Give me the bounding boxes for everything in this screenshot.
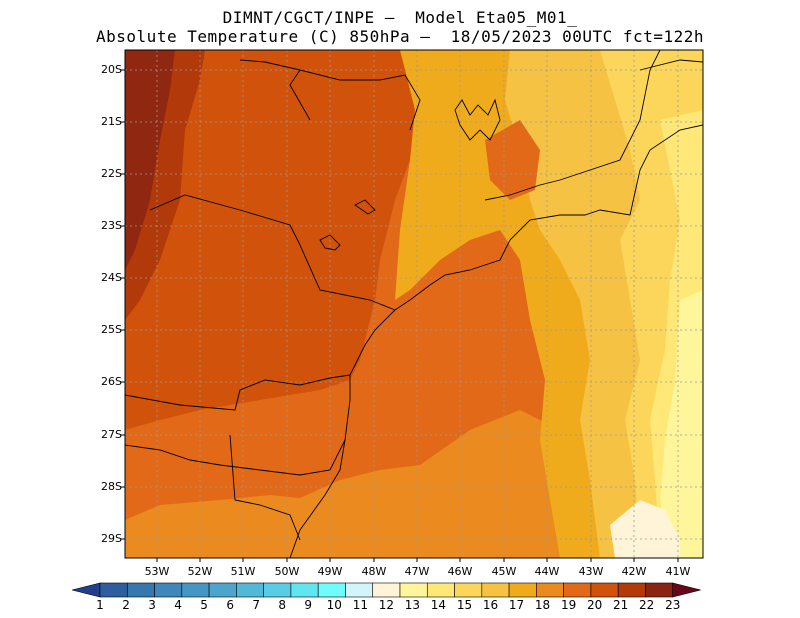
temp-pocket-18 [485, 120, 540, 200]
colorbar-swatch [645, 582, 674, 598]
lon-label: 45W [491, 565, 517, 578]
country-border-south [229, 434, 301, 541]
temp-band-21 [125, 50, 175, 270]
colorbar-swatch [236, 582, 264, 598]
colorbar-swatch [372, 582, 401, 598]
colorbar-swatch [508, 582, 537, 598]
temp-pocket-16 [430, 150, 470, 195]
state-border-inner [289, 69, 311, 121]
colorbar-label: 5 [200, 598, 208, 612]
colorbar-label: 3 [148, 598, 156, 612]
lon-label: 43W [578, 565, 604, 578]
lat-label: 21S [101, 115, 122, 128]
lat-label: 22S [101, 167, 122, 180]
state-border-mg-north [239, 59, 421, 131]
colorbar-swatch [426, 582, 455, 598]
colorbar-label: 23 [665, 598, 681, 612]
lon-label: 48W [361, 565, 387, 578]
colorbar-label: 22 [639, 598, 655, 612]
lon-label: 49W [317, 565, 343, 578]
colorbar-swatch [181, 582, 210, 598]
lon-label: 47W [404, 565, 430, 578]
colorbar-swatch [99, 582, 128, 598]
colorbar-label: 17 [508, 598, 525, 612]
colorbar-arrow-low [71, 582, 101, 598]
lat-label: 28S [101, 480, 122, 493]
colorbar-label: 19 [560, 598, 577, 612]
map-frame [124, 49, 704, 559]
lon-label: 53W [144, 565, 170, 578]
colorbar-swatch [263, 582, 292, 598]
lon-label: 42W [621, 565, 647, 578]
colorbar-label: 12 [378, 598, 394, 612]
lat-label: 26S [101, 375, 122, 388]
colorbar-label: 14 [430, 598, 447, 612]
colorbar-swatch [290, 582, 319, 598]
colorbar-label: 2 [122, 598, 130, 612]
colorbar-label: 4 [174, 598, 182, 612]
colorbar-label: 18 [534, 598, 551, 612]
map-boundaries [125, 50, 703, 558]
colorbar-swatch [317, 582, 346, 598]
axis-ticks [121, 69, 679, 562]
colorbar-swatch [617, 582, 646, 598]
lon-label: 50W [274, 565, 300, 578]
colorbar-swatch [563, 582, 592, 598]
colorbar-label: 7 [252, 598, 260, 612]
lat-label: 23S [101, 219, 122, 232]
colorbar-label: 10 [326, 598, 342, 612]
colorbar [71, 582, 701, 598]
colorbar-swatch [126, 582, 155, 598]
lon-label: 41W [665, 565, 691, 578]
temp-band-12 [660, 290, 703, 558]
colorbar-label: 6 [226, 598, 234, 612]
reservoir-furnas [454, 98, 501, 141]
lat-label: 25S [101, 323, 122, 336]
reservoir-west [319, 234, 341, 251]
lat-label: 24S [101, 271, 122, 284]
colorbar-swatch [481, 582, 510, 598]
colorbar-swatch [536, 582, 564, 598]
lon-label: 51W [230, 565, 256, 578]
lon-label: 46W [447, 565, 473, 578]
map-title-line-1: DIMNT/CGCT/INPE – Model Eta05_M01_ [222, 8, 578, 27]
colorbar-label: 9 [304, 598, 313, 612]
colorbar-swatch [590, 582, 619, 598]
colorbar-swatch [454, 582, 483, 598]
map-title-line-2: Absolute Temperature (C) 850hPa – 18/05/… [96, 27, 704, 46]
colorbar-label: 8 [278, 598, 287, 612]
map-grid [125, 50, 703, 558]
reservoir-central [354, 199, 376, 215]
state-border-rj-mg [484, 50, 661, 201]
temp-band-19 [125, 50, 415, 430]
colorbar-label: 21 [613, 598, 629, 612]
colorbar-arrow-high [672, 582, 701, 598]
colorbar-swatch [208, 582, 237, 598]
temperature-field [125, 50, 703, 558]
lat-label: 20S [101, 63, 122, 76]
colorbar-swatch [345, 582, 374, 598]
temp-band-11 [610, 500, 680, 558]
state-border-rs-sc [125, 439, 346, 476]
colorbar-label: 16 [482, 598, 499, 612]
colorbar-label: 20 [586, 598, 603, 612]
lon-label: 52W [187, 565, 213, 578]
colorbar-swatch [399, 582, 428, 598]
state-border-ms-sp [149, 194, 396, 311]
colorbar-label: 1 [96, 598, 104, 612]
state-border-sc-pr [125, 374, 351, 411]
lat-label: 27S [101, 428, 122, 441]
colorbar-swatch [154, 582, 183, 598]
colorbar-label: 11 [352, 598, 368, 612]
coastline-south [289, 309, 396, 558]
state-border-es [639, 59, 703, 71]
lon-label: 44W [534, 565, 560, 578]
colorbar-label: 13 [404, 598, 421, 612]
coastline-southeast [394, 124, 703, 311]
lat-label: 29S [101, 532, 122, 545]
colorbar-label: 15 [456, 598, 473, 612]
